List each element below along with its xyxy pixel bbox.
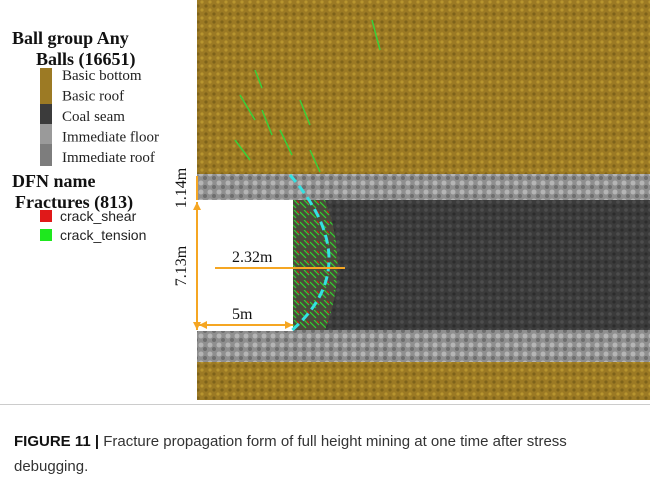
legend-item: Basic roof <box>62 89 124 105</box>
legend-item: Basic bottom <box>62 68 142 84</box>
legend-swatch <box>40 229 52 241</box>
basic-roof-layer <box>197 0 650 176</box>
caption: FIGURE 11 | Fracture propagation form of… <box>0 404 650 488</box>
fracture-zone <box>293 200 338 330</box>
legend-balls-title: Balls (16651) <box>36 49 136 70</box>
opening-width-label: 5m <box>232 306 253 323</box>
legend-item: Coal seam <box>62 109 125 125</box>
legend-swatch <box>40 210 52 222</box>
seam-height-label: 7.13m <box>173 245 190 286</box>
basic-bottom-layer <box>197 362 650 400</box>
rock-layers <box>197 0 650 400</box>
immediate-floor-layer <box>197 330 650 363</box>
legend-item: Immediate floor <box>62 130 159 146</box>
caption-label: FIGURE 11 | <box>14 433 99 450</box>
fracture-depth-label: 2.32m <box>232 249 273 266</box>
simulation-figure: 1.14m 7.13m 2.32m 5m Ball group Any Ball… <box>0 0 650 404</box>
legend-dfn-title: DFN name <box>12 171 96 191</box>
legend: Ball group Any Balls (16651) Basic botto… <box>12 28 159 243</box>
legend-swatch <box>40 124 52 144</box>
roof-thickness-label: 1.14m <box>173 167 190 208</box>
legend-group-title: Ball group Any <box>12 28 129 48</box>
legend-swatch <box>40 68 52 104</box>
immediate-roof-layer <box>197 174 650 201</box>
figure: 1.14m 7.13m 2.32m 5m Ball group Any Ball… <box>0 0 650 488</box>
legend-swatch <box>40 104 52 124</box>
legend-fracture-item: crack_tension <box>60 227 146 243</box>
legend-item: Immediate roof <box>62 150 155 166</box>
legend-swatch <box>40 144 52 166</box>
legend-fractures-title: Fractures (813) <box>15 192 133 213</box>
